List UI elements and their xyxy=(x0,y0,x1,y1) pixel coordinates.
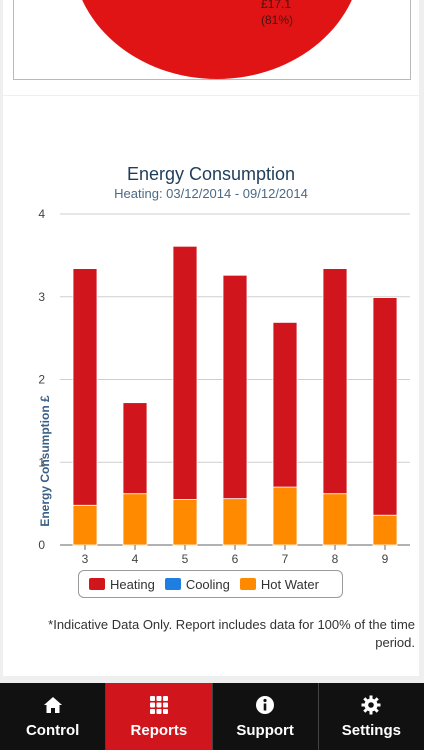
bar-hot-water[interactable] xyxy=(122,493,148,546)
tab-control-label: Control xyxy=(25,722,80,739)
tab-support-label: Support xyxy=(236,722,294,739)
legend-item-cooling[interactable]: Cooling xyxy=(164,576,230,592)
legend-label-hot-water: Hot Water xyxy=(260,576,319,592)
tab-reports[interactable]: Reports xyxy=(106,683,213,750)
legend-label-cooling: Cooling xyxy=(185,576,230,592)
bar-hot-water[interactable] xyxy=(172,499,198,546)
bar-heating[interactable] xyxy=(172,245,198,500)
grid-icon xyxy=(148,694,170,716)
pie-slice-heating xyxy=(72,0,362,79)
bar-heating[interactable] xyxy=(122,402,148,495)
bar-heating[interactable] xyxy=(372,297,398,516)
summary-card: £17.1 (81%) xyxy=(3,0,419,95)
x-tick-label: 5 xyxy=(182,552,189,566)
energy-consumption-card: Energy Consumption Heating: 03/12/2014 -… xyxy=(3,96,419,676)
bar-hot-water[interactable] xyxy=(72,504,98,546)
x-tick-label: 3 xyxy=(82,552,89,566)
legend-swatch-cooling xyxy=(164,578,181,590)
chart-legend: Heating Cooling Hot Water xyxy=(78,570,343,598)
gear-icon xyxy=(360,694,382,716)
bar-hot-water[interactable] xyxy=(222,498,248,546)
y-tick-label: 0 xyxy=(38,538,45,552)
bottom-navigation: Control Reports Support xyxy=(0,683,424,750)
tab-reports-label: Reports xyxy=(130,722,188,739)
legend-swatch-hot-water xyxy=(239,578,256,590)
bar-hot-water[interactable] xyxy=(322,493,348,546)
bar-hot-water[interactable] xyxy=(372,514,398,546)
legend-swatch-heating xyxy=(89,578,105,590)
x-tick-label: 7 xyxy=(282,552,289,566)
pie-slice-value: £17.1 xyxy=(261,0,292,11)
tab-support[interactable]: Support xyxy=(213,683,319,750)
y-tick-label: 3 xyxy=(38,290,45,304)
x-tick-label: 8 xyxy=(332,552,339,566)
bar-heating[interactable] xyxy=(322,268,348,495)
legend-item-hot-water[interactable]: Hot Water xyxy=(239,576,319,592)
bar-heating[interactable] xyxy=(72,268,98,506)
x-tick-label: 6 xyxy=(232,552,239,566)
y-tick-label: 1 xyxy=(38,455,45,469)
info-icon xyxy=(254,694,276,716)
chart-title: Energy Consumption xyxy=(126,164,296,184)
pie-slice-percent: (81%) xyxy=(261,13,294,27)
bar-hot-water[interactable] xyxy=(272,486,298,546)
disclaimer-text: *Indicative Data Only. Report includes d… xyxy=(48,617,415,650)
chart-subtitle: Heating: 03/12/2014 - 09/12/2014 xyxy=(114,186,308,201)
legend-label-heating: Heating xyxy=(110,576,155,592)
bar-heating[interactable] xyxy=(272,322,298,488)
home-icon xyxy=(42,694,64,716)
x-tick-label: 4 xyxy=(132,552,139,566)
tab-control[interactable]: Control xyxy=(0,683,107,750)
x-tick-label: 9 xyxy=(382,552,389,566)
y-tick-label: 4 xyxy=(38,207,45,221)
tab-settings-label: Settings xyxy=(341,722,401,739)
pie-chart-frame: £17.1 (81%) xyxy=(13,0,411,80)
bar-heating[interactable] xyxy=(222,274,248,500)
y-tick-label: 2 xyxy=(38,373,45,387)
bar-chart: 0 1 2 3 4 3 4 5 6 7 8 9 xyxy=(38,207,410,566)
legend-item-heating[interactable]: Heating xyxy=(89,577,155,592)
tab-settings[interactable]: Settings xyxy=(319,683,424,750)
